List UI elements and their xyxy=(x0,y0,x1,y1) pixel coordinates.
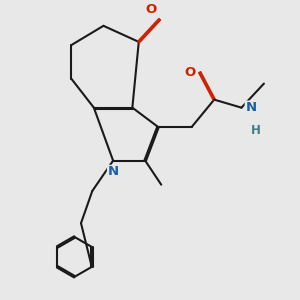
Text: H: H xyxy=(251,124,261,136)
Text: N: N xyxy=(107,165,119,178)
Text: O: O xyxy=(184,66,196,79)
Text: N: N xyxy=(245,101,256,114)
Text: O: O xyxy=(145,2,156,16)
